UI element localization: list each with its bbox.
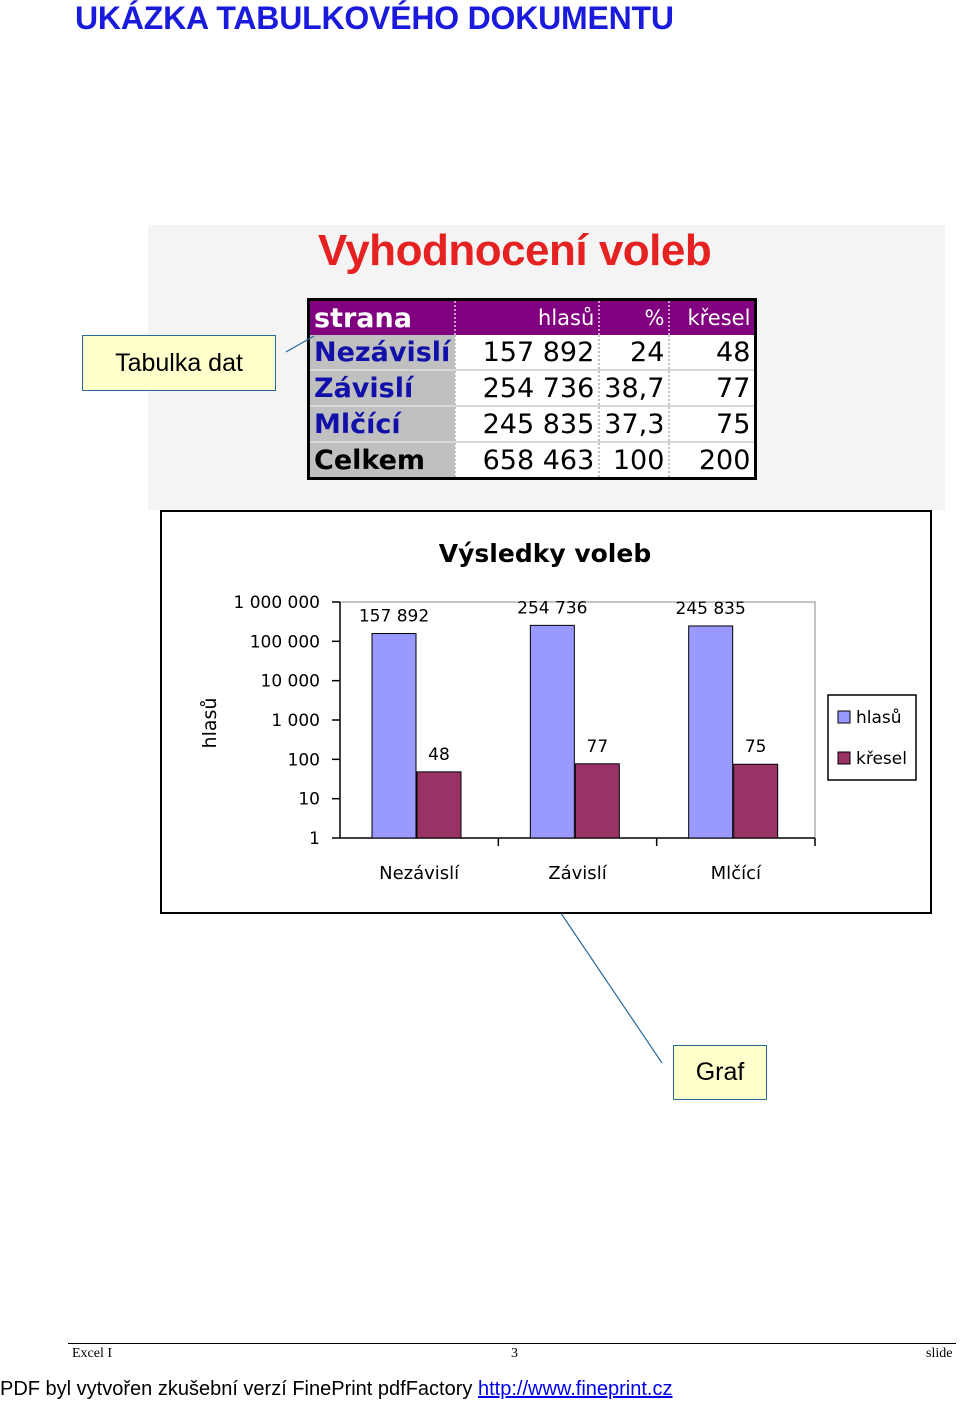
x-tick-label: Mlčící xyxy=(711,863,762,884)
legend-swatch xyxy=(837,710,851,724)
x-tick-label: Závislí xyxy=(548,863,607,884)
watermark-text: PDF byl vytvořen zkušební verzí FinePrin… xyxy=(0,1378,473,1400)
chart-legend: hlasů křesel xyxy=(827,694,917,781)
y-tick-label: 10 xyxy=(298,790,320,810)
table-total-row: Celkem 658 463 100 200 xyxy=(308,441,756,480)
chart-title: Výsledky voleb xyxy=(439,539,651,568)
table-header-row: strana hlasů % křesel xyxy=(308,299,756,335)
graph-callout-leader xyxy=(549,896,663,1064)
header-percent: % xyxy=(599,299,671,335)
graph-callout: Graf xyxy=(673,1045,767,1100)
seats-cell: 77 xyxy=(669,370,756,407)
legend-swatch xyxy=(837,751,851,765)
data-label: 245 835 xyxy=(676,599,746,619)
bar-hlasů xyxy=(529,624,575,839)
votes-cell: 658 463 xyxy=(455,441,601,480)
results-chart: Výsledky voleb hlasů 1 000 000 100 000 10 … xyxy=(199,539,917,884)
legend-box xyxy=(827,694,917,781)
y-tick-label: 1 xyxy=(309,829,320,849)
table-row: Mlčící 245 835 37,3 75 xyxy=(308,406,756,443)
watermark-link[interactable]: http://www.fineprint.cz xyxy=(477,1378,673,1400)
header-votes: hlasů xyxy=(455,299,601,335)
y-tick-label: 1 000 000 xyxy=(233,593,320,613)
x-tick-label: Nezávislí xyxy=(379,863,460,884)
percent-cell: 100 xyxy=(599,441,671,480)
y-tick-label: 100 xyxy=(288,750,320,770)
seats-cell: 75 xyxy=(669,406,756,443)
header-seats: křesel xyxy=(669,299,756,335)
table-row: Závislí 254 736 38,7 77 xyxy=(308,370,756,407)
y-tick-label: 1 000 xyxy=(271,711,320,731)
votes-cell: 254 736 xyxy=(455,370,601,407)
seats-cell: 200 xyxy=(669,441,756,480)
data-label: 77 xyxy=(587,737,609,757)
legend-label: křesel xyxy=(856,749,907,769)
footer-page-number: 3 xyxy=(511,1346,518,1361)
table-callout: Tabulka dat xyxy=(82,335,276,391)
footer-right: slide xyxy=(926,1346,953,1361)
party-cell: Mlčící xyxy=(308,406,457,443)
chart-plot-area: 1 000 000 100 000 10 000 1 000 100 10 1 Nezávis… xyxy=(233,593,816,884)
header-party: strana xyxy=(308,299,457,335)
y-tick-label: 100 000 xyxy=(250,632,320,652)
seats-cell: 48 xyxy=(669,335,756,371)
election-table: strana hlasů % křesel Nezávislí 157 892 … xyxy=(307,298,758,480)
bar-hlasů xyxy=(371,633,417,839)
votes-cell: 157 892 xyxy=(455,335,601,371)
votes-cell: 245 835 xyxy=(455,406,601,443)
chart-y-axis-label: hlasů xyxy=(199,698,221,749)
party-cell: Závislí xyxy=(308,370,457,407)
legend-label: hlasů xyxy=(856,708,902,728)
party-cell: Celkem xyxy=(308,441,457,480)
footer-left: Excel I xyxy=(72,1346,113,1361)
data-label: 75 xyxy=(745,737,767,757)
table-callout-leader xyxy=(285,335,315,353)
data-label: 48 xyxy=(428,745,450,765)
y-tick-label: 10 000 xyxy=(261,672,320,692)
page-title: UKÁZKA TABULKOVÉHO DOKUMENTU xyxy=(75,0,674,36)
table-title: Vyhodnocení voleb xyxy=(318,226,712,275)
data-label: 254 736 xyxy=(517,598,587,618)
percent-cell: 37,3 xyxy=(599,406,671,443)
bar-křesel xyxy=(574,763,620,839)
bar-křesel xyxy=(416,771,462,839)
footer-divider xyxy=(68,1343,956,1344)
percent-cell: 38,7 xyxy=(599,370,671,407)
data-label: 157 892 xyxy=(359,607,429,627)
party-cell: Nezávislí xyxy=(308,335,457,371)
table-row: Nezávislí 157 892 24 48 xyxy=(308,335,756,371)
bar-hlasů xyxy=(688,625,734,839)
watermark: PDF byl vytvořen zkušební verzí FinePrin… xyxy=(0,1378,673,1401)
percent-cell: 24 xyxy=(599,335,671,371)
bar-křesel xyxy=(733,763,779,839)
